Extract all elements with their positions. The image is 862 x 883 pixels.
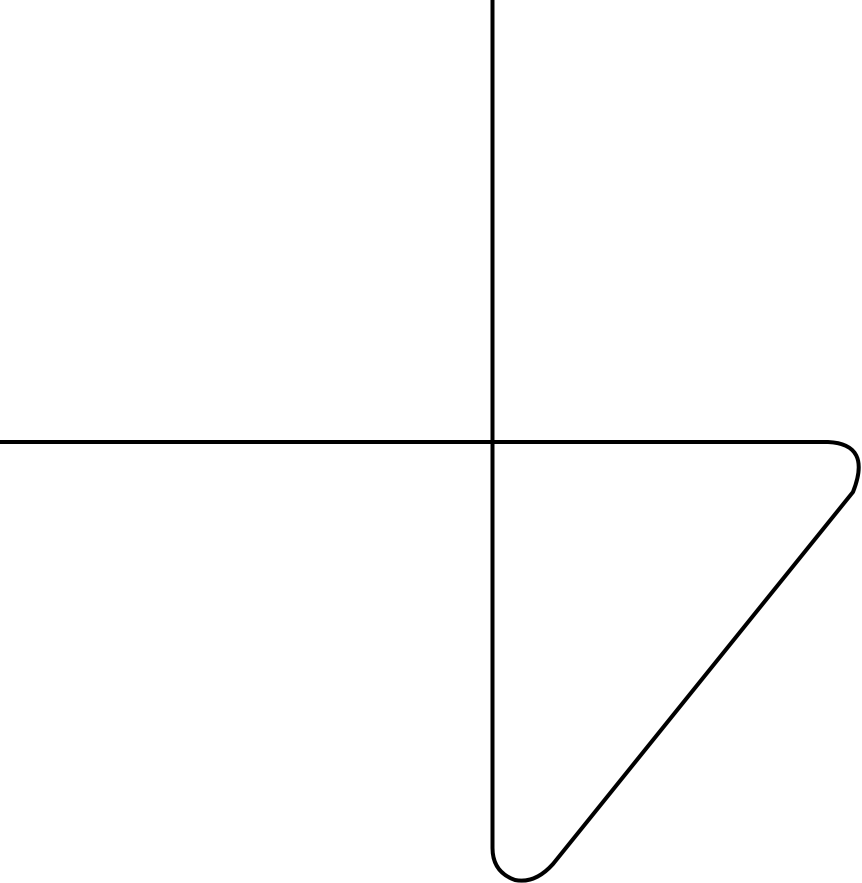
diagram-canvas — [0, 0, 862, 883]
